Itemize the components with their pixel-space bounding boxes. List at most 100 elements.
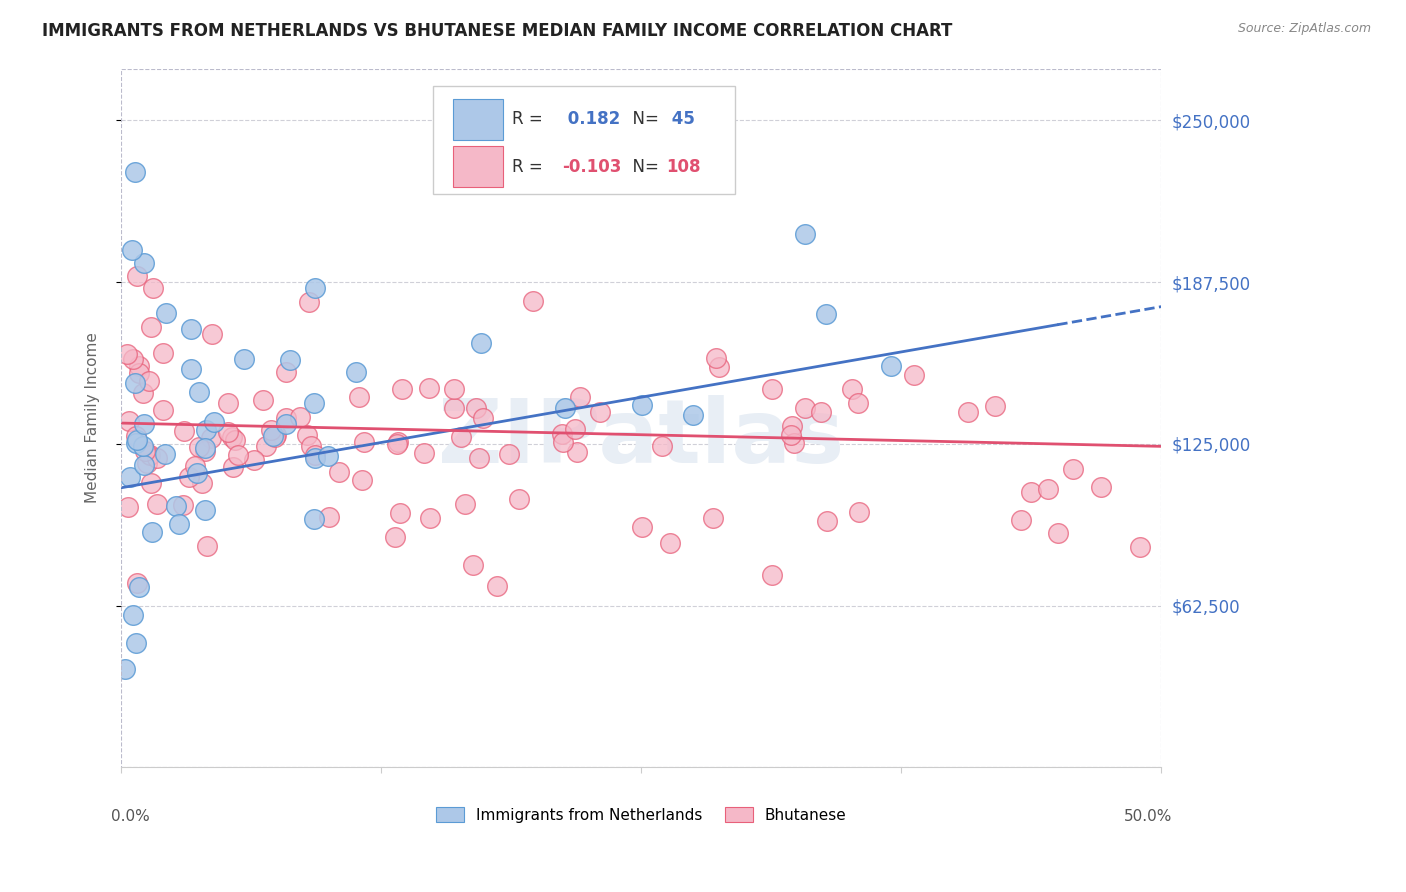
Point bbox=[118, 469, 141, 483]
Point bbox=[498, 447, 520, 461]
Point bbox=[304, 281, 326, 295]
Point bbox=[443, 382, 465, 396]
FancyBboxPatch shape bbox=[453, 99, 503, 140]
Point bbox=[155, 305, 177, 319]
Point bbox=[389, 506, 412, 520]
Point bbox=[276, 410, 298, 425]
Text: R =: R = bbox=[512, 158, 548, 176]
Point bbox=[141, 525, 163, 540]
Point bbox=[127, 268, 149, 283]
FancyBboxPatch shape bbox=[453, 146, 503, 186]
Point bbox=[471, 410, 494, 425]
Point bbox=[195, 423, 218, 437]
Point bbox=[134, 458, 156, 473]
Point bbox=[1036, 482, 1059, 496]
Point bbox=[353, 434, 375, 449]
Point bbox=[135, 456, 157, 470]
Point bbox=[347, 390, 370, 404]
Point bbox=[114, 662, 136, 676]
Point bbox=[706, 351, 728, 366]
Point bbox=[1129, 541, 1152, 555]
Legend: Immigrants from Netherlands, Bhutanese: Immigrants from Netherlands, Bhutanese bbox=[436, 806, 846, 822]
Point bbox=[387, 434, 409, 449]
Point bbox=[122, 608, 145, 623]
Point bbox=[298, 295, 321, 310]
Point bbox=[191, 476, 214, 491]
Point bbox=[128, 359, 150, 373]
Point bbox=[318, 510, 340, 524]
Point bbox=[1046, 525, 1069, 540]
Point bbox=[264, 428, 287, 442]
Point bbox=[254, 439, 277, 453]
Point bbox=[508, 491, 530, 506]
Point bbox=[152, 346, 174, 360]
Point bbox=[631, 398, 654, 412]
Point bbox=[288, 409, 311, 424]
Point bbox=[184, 458, 207, 473]
Point bbox=[132, 386, 155, 401]
Point bbox=[188, 440, 211, 454]
Point bbox=[297, 427, 319, 442]
Point bbox=[132, 255, 155, 269]
Point bbox=[810, 405, 832, 419]
FancyBboxPatch shape bbox=[433, 86, 735, 194]
Point bbox=[167, 517, 190, 532]
Point bbox=[128, 366, 150, 380]
Text: 50.0%: 50.0% bbox=[1123, 809, 1171, 824]
Point bbox=[132, 439, 155, 453]
Point bbox=[125, 636, 148, 650]
Point bbox=[124, 376, 146, 390]
Point bbox=[453, 497, 475, 511]
Point bbox=[450, 430, 472, 444]
Point bbox=[194, 441, 217, 455]
Point bbox=[302, 396, 325, 410]
Point bbox=[127, 434, 149, 448]
Point bbox=[172, 498, 194, 512]
Point bbox=[142, 281, 165, 295]
Point bbox=[780, 418, 803, 433]
Point bbox=[153, 447, 176, 461]
Point bbox=[187, 384, 209, 399]
Point bbox=[841, 383, 863, 397]
Point bbox=[350, 473, 373, 487]
Point bbox=[195, 539, 218, 553]
Point bbox=[794, 401, 817, 416]
Point bbox=[138, 374, 160, 388]
Text: Source: ZipAtlas.com: Source: ZipAtlas.com bbox=[1237, 22, 1371, 36]
Point bbox=[262, 428, 284, 442]
Point bbox=[222, 460, 245, 475]
Point bbox=[443, 401, 465, 416]
Point bbox=[217, 425, 239, 439]
Text: 45: 45 bbox=[666, 111, 695, 128]
Point bbox=[413, 446, 436, 460]
Point bbox=[419, 510, 441, 524]
Point bbox=[328, 465, 350, 479]
Point bbox=[278, 353, 301, 368]
Point bbox=[956, 405, 979, 419]
Point bbox=[815, 514, 838, 528]
Point bbox=[226, 448, 249, 462]
Point bbox=[125, 429, 148, 443]
Point bbox=[221, 429, 243, 443]
Point bbox=[1062, 462, 1084, 476]
Text: 0.182: 0.182 bbox=[562, 111, 620, 128]
Point bbox=[464, 401, 486, 415]
Point bbox=[139, 320, 162, 334]
Point bbox=[252, 392, 274, 407]
Text: IMMIGRANTS FROM NETHERLANDS VS BHUTANESE MEDIAN FAMILY INCOME CORRELATION CHART: IMMIGRANTS FROM NETHERLANDS VS BHUTANESE… bbox=[42, 22, 952, 40]
Point bbox=[274, 365, 297, 379]
Point bbox=[682, 408, 704, 422]
Point bbox=[391, 382, 413, 396]
Point bbox=[569, 390, 592, 404]
Point bbox=[201, 327, 224, 342]
Point bbox=[134, 443, 156, 458]
Point bbox=[564, 422, 586, 436]
Point bbox=[384, 530, 406, 544]
Point bbox=[173, 424, 195, 438]
Point bbox=[554, 401, 576, 416]
Point bbox=[146, 497, 169, 511]
Point bbox=[125, 575, 148, 590]
Point bbox=[316, 449, 339, 463]
Point bbox=[121, 243, 143, 257]
Point bbox=[761, 567, 783, 582]
